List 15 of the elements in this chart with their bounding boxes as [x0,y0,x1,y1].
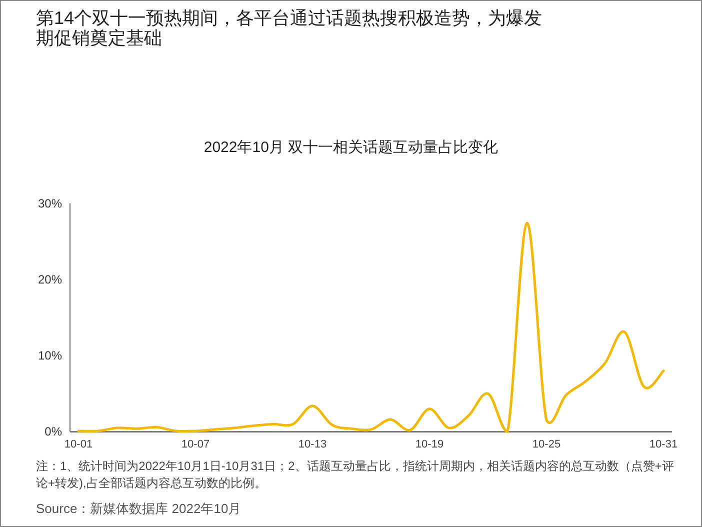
source-note: Source：新媒体数据库 2022年10月 [36,500,242,518]
x-tick-label: 10-25 [532,438,561,451]
x-tick-label: 10-19 [415,438,444,451]
x-tick-label: 10-07 [181,438,210,451]
text: 注：1、统计时间为2022年10月1日-10月31日；2、话题互动量占比，指统计周期内，相关话题内容的总互动数（点赞+评论+转发),占全部话题内容总互动数的比例。 [36,458,675,492]
line-series [77,222,665,433]
y-tick-label: 0% [44,424,62,439]
y-tick-label: 20% [38,272,62,286]
x-tick-label: 10-01 [64,438,93,451]
chart-title: 第14个双十一预热期间，各平台通过话题热搜积极造势，为爆发期促销奠定基础 [36,8,544,48]
y-tick-label: 30% [38,196,62,210]
x-tick-label: 10-13 [298,438,327,451]
chart-subtitle: 2022年10月 双十一相关话题互动量占比变化 [204,139,498,156]
y-tick-label: 10% [38,348,62,363]
x-tick-label: 10-31 [649,438,678,451]
